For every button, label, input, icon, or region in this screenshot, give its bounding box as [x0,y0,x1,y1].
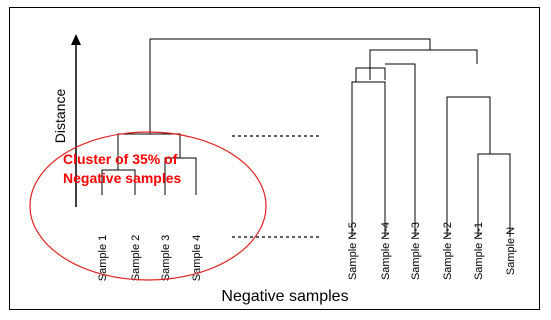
leaf-label-n5: Sample N-5 [347,222,359,280]
dendrogram-tree [101,38,511,237]
distance-axis: Distance [52,34,81,207]
right-sample-labels: Sample N-5 Sample N-4 Sample N-3 Sample … [347,222,517,280]
left-main-branch [117,133,181,170]
leaf-label-s3: Sample 3 [160,235,172,281]
pair-s3-s4-branch [164,157,197,195]
leaf-label-s2: Sample 2 [130,235,142,281]
cluster-outline-ellipse [29,131,267,281]
leaf-n3-branch [385,63,416,237]
cluster-annotation-line1: Cluster of 35% of [63,151,178,167]
pair-s1-s2-branch [101,169,136,195]
leaf-label-s4: Sample 4 [191,235,203,281]
diagram-frame [9,7,540,310]
root-branch [149,38,431,83]
cluster-annotation-line2: Negative samples [63,170,181,186]
leaf-label-n3: Sample N-3 [410,222,422,280]
pair-n5-n4-branch [351,81,386,237]
right-left-group-branch [355,67,386,82]
leaf-label-n4: Sample N-4 [380,222,392,280]
pair-n1-n-branch [477,153,511,237]
distance-axis-label: Distance [52,89,68,144]
leaf-label-s1: Sample 1 [97,235,109,281]
right-right-group-branch [446,96,491,237]
leaf-label-n: Sample N [505,227,517,275]
leaf-label-n2: Sample N-2 [442,222,454,280]
leaf-label-n1: Sample N-1 [473,222,485,280]
diagram-caption: Negative samples [221,288,348,305]
right-main-branch [369,49,478,80]
distance-axis-arrowhead [71,34,81,45]
left-sample-labels: Sample 1 Sample 2 Sample 3 Sample 4 [97,235,203,281]
cluster-annotation: Cluster of 35% of Negative samples [63,151,181,186]
dotted-connectors [232,135,320,238]
